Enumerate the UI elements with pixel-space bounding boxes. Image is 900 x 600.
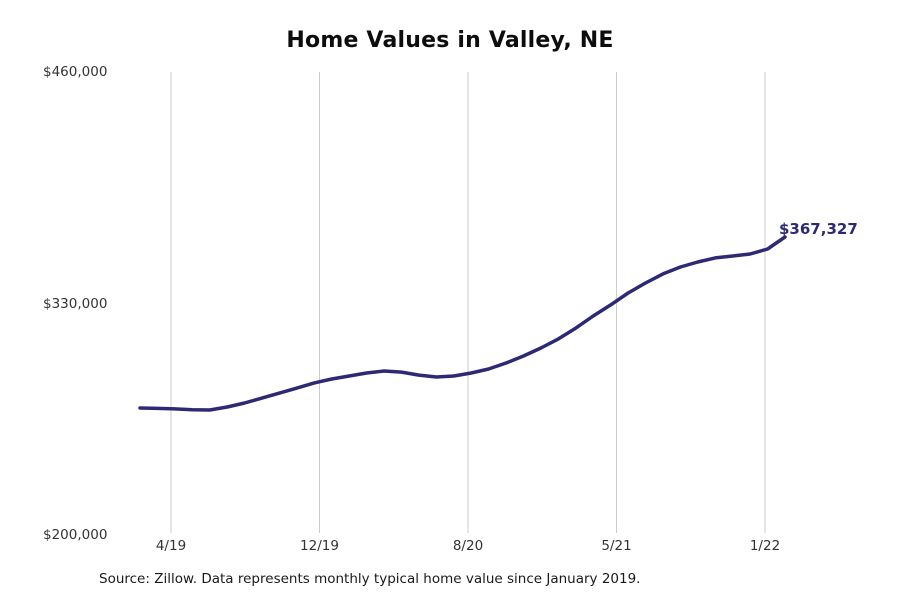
gridlines (170, 72, 766, 533)
chart-title: Home Values in Valley, NE (286, 28, 614, 53)
end-value-label: $367,327 (779, 220, 858, 238)
x-axis-tick-label: 4/19 (155, 538, 187, 554)
x-axis-tick-label: 8/20 (452, 538, 484, 554)
home-value-line (138, 235, 787, 412)
x-axis-tick-label: 12/19 (300, 538, 339, 554)
source-note: Source: Zillow. Data represents monthly … (99, 571, 641, 587)
x-axis-tick-label: 5/21 (601, 538, 632, 554)
y-axis-tick-label: $200,000 (43, 527, 108, 543)
x-axis-tick-label: 1/22 (749, 538, 781, 554)
y-axis-tick-label: $330,000 (43, 295, 108, 312)
y-axis-tick-label: $460,000 (43, 64, 108, 80)
